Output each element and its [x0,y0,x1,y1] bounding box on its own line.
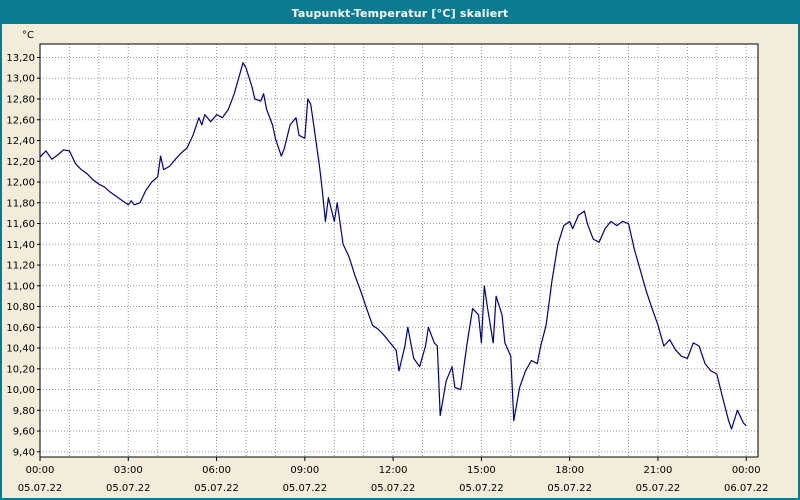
y-axis-tick-label: 12,20 [6,157,35,168]
x-axis-time-label: 21:00 [644,465,673,476]
y-axis-tick-label: 12,00 [6,178,35,189]
x-axis-date-label: 06.07.22 [724,483,769,494]
x-axis-date-label: 05.07.22 [106,483,151,494]
y-axis-tick-label: 12,80 [6,94,35,105]
plot-area [40,44,758,457]
x-axis-date-label: 05.07.22 [459,483,504,494]
y-axis-tick-label: 9,60 [13,427,35,438]
x-axis-time-label: 12:00 [379,465,408,476]
title-bar: Taupunkt-Temperatur [°C] skaliert [2,2,798,24]
plot-border [39,43,759,458]
chart-svg: 13,20 13,00 12,80 12,60 12,40 12,20 12,00 11,80… [6,30,769,494]
y-axis-tick-label: 11,60 [6,219,35,230]
y-axis-tick-label: 11,40 [6,240,35,251]
x-axis-date-label: 05.07.22 [194,483,239,494]
y-axis-tick-label: 10,00 [6,385,35,396]
y-axis-tick-label: 10,80 [6,302,35,313]
x-axis-time-label: 06:00 [202,465,231,476]
x-axis-date-label: 05.07.22 [636,483,681,494]
y-axis-tick-label: 11,80 [6,198,35,209]
x-axis-date-label: 05.07.22 [283,483,328,494]
x-axis-time-label: 00:00 [732,465,761,476]
y-axis-tick-label: 13,20 [6,53,35,64]
y-axis-tick-label: 9,40 [13,447,35,458]
y-axis-tick-label: 11,20 [6,261,35,272]
y-axis-tick-label: 11,00 [6,281,35,292]
y-axis-unit-label: °C [22,30,34,41]
y-axis-tick-label: 10,20 [6,364,35,375]
temperature-line [39,62,747,430]
chart-title: Taupunkt-Temperatur [°C] skaliert [291,6,509,20]
x-axis-date-label: 05.07.22 [371,483,416,494]
x-axis-time-label: 00:00 [26,465,55,476]
y-axis-tick-label: 10,40 [6,344,35,355]
x-axis-date-label: 05.07.22 [18,483,63,494]
y-axis-tick-label: 13,00 [6,74,35,85]
y-axis-tick-label: 9,80 [13,406,35,417]
x-axis-time-label: 03:00 [114,465,143,476]
x-axis-time-label: 09:00 [290,465,319,476]
x-axis-time-label: 18:00 [555,465,584,476]
y-axis-tick-label: 12,40 [6,136,35,147]
x-axis-date-label: 05.07.22 [547,483,592,494]
y-axis-tick-label: 10,60 [6,323,35,334]
y-axis-tick-label: 12,60 [6,115,35,126]
x-axis-time-label: 15:00 [467,465,496,476]
